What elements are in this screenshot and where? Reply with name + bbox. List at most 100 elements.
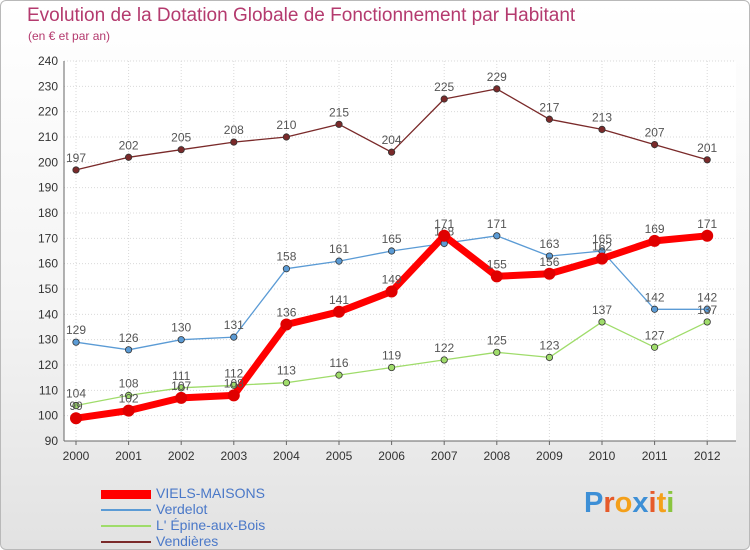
data-point [703,156,711,164]
y-tick-label: 90 [45,434,59,448]
data-point [387,363,396,372]
data-point [230,138,238,146]
data-label: 207 [645,126,665,140]
data-point [543,267,556,280]
data-label: 156 [539,255,559,269]
data-label: 171 [697,217,717,231]
data-point [333,305,345,318]
data-label: 142 [697,290,717,304]
data-label: 116 [329,356,348,370]
data-point [440,95,448,103]
y-tick-label: 220 [38,105,58,119]
data-point [177,384,185,392]
data-label: 123 [539,338,559,352]
legend-swatch [101,490,151,499]
data-point [387,148,396,156]
data-label: 149 [382,273,402,287]
data-label: 165 [592,232,612,246]
data-label: 215 [329,105,349,119]
x-tick-label: 2007 [431,449,458,463]
data-label: 136 [276,305,296,319]
chart-title: Evolution de la Dotation Globale de Fonc… [27,5,576,26]
data-point [122,404,135,417]
x-tick-label: 2001 [115,449,142,463]
data-label: 155 [487,257,507,271]
legend-label: VIELS-MAISONS [156,485,265,501]
y-tick-label: 170 [38,231,58,245]
data-label: 217 [539,100,559,114]
data-label: 127 [645,328,665,342]
x-tick-label: 2009 [536,449,563,463]
data-point [72,338,80,346]
data-label: 202 [119,138,139,152]
y-tick-label: 120 [38,358,58,372]
legend-item: Vendières [101,534,361,549]
data-label: 169 [645,222,665,236]
legend-label: Verdelot [156,501,208,517]
legend-swatch [101,541,151,543]
data-point [227,389,240,402]
data-point [650,343,659,351]
data-label: 213 [592,110,612,124]
data-point [72,401,80,410]
data-label: 158 [276,250,296,264]
y-tick-label: 160 [38,257,58,271]
data-point [70,412,82,425]
data-label: 122 [434,341,454,355]
data-label: 112 [224,366,243,380]
y-tick-label: 200 [38,155,58,169]
proxiti-logo: Proxiti [584,487,674,520]
x-tick-label: 2010 [589,449,616,463]
data-point [493,85,501,93]
data-label: 171 [434,217,454,231]
data-label: 137 [697,303,717,317]
legend-item: VIELS-MAISONS [101,486,361,502]
legend-item: Verdelot [101,502,361,518]
data-point [490,270,503,283]
data-point [440,356,448,364]
data-label: 111 [172,369,191,383]
data-label: 142 [645,290,665,304]
data-point [596,252,608,265]
data-point [280,318,293,331]
data-label: 165 [382,232,402,246]
data-point [177,336,185,344]
data-point [438,229,451,242]
data-label: 129 [66,323,86,337]
data-label: 210 [276,118,296,132]
x-tick-label: 2003 [220,449,247,463]
data-label: 162 [592,240,612,254]
x-tick-label: 2006 [378,449,405,463]
y-tick-label: 130 [38,333,58,347]
data-label: 104 [66,387,86,401]
data-point [545,252,554,260]
data-label: 229 [487,70,507,84]
data-point [335,257,343,265]
data-point [703,305,711,313]
data-label: 99 [69,399,83,413]
y-tick-label: 210 [38,130,58,144]
data-point [650,141,659,149]
data-point [125,346,133,354]
legend-item: L' Épine-aux-Bois [101,518,361,534]
legend-swatch [101,525,151,527]
data-point [545,353,554,361]
data-label: 113 [277,364,296,378]
logo-letter: P [584,487,604,519]
y-tick-label: 230 [38,79,58,93]
data-label: 225 [434,80,454,94]
y-tick-label: 240 [38,54,58,68]
data-label: 201 [697,141,717,155]
data-label: 130 [171,321,191,335]
data-point [598,318,606,326]
data-point [493,348,501,356]
data-label: 204 [382,133,402,147]
y-tick-label: 180 [38,206,58,220]
data-label: 131 [224,318,244,332]
logo-letter: o [614,487,633,519]
data-label: 125 [487,333,507,347]
legend-swatch [101,509,151,511]
data-label: 137 [592,303,612,317]
y-tick-label: 140 [38,307,58,321]
